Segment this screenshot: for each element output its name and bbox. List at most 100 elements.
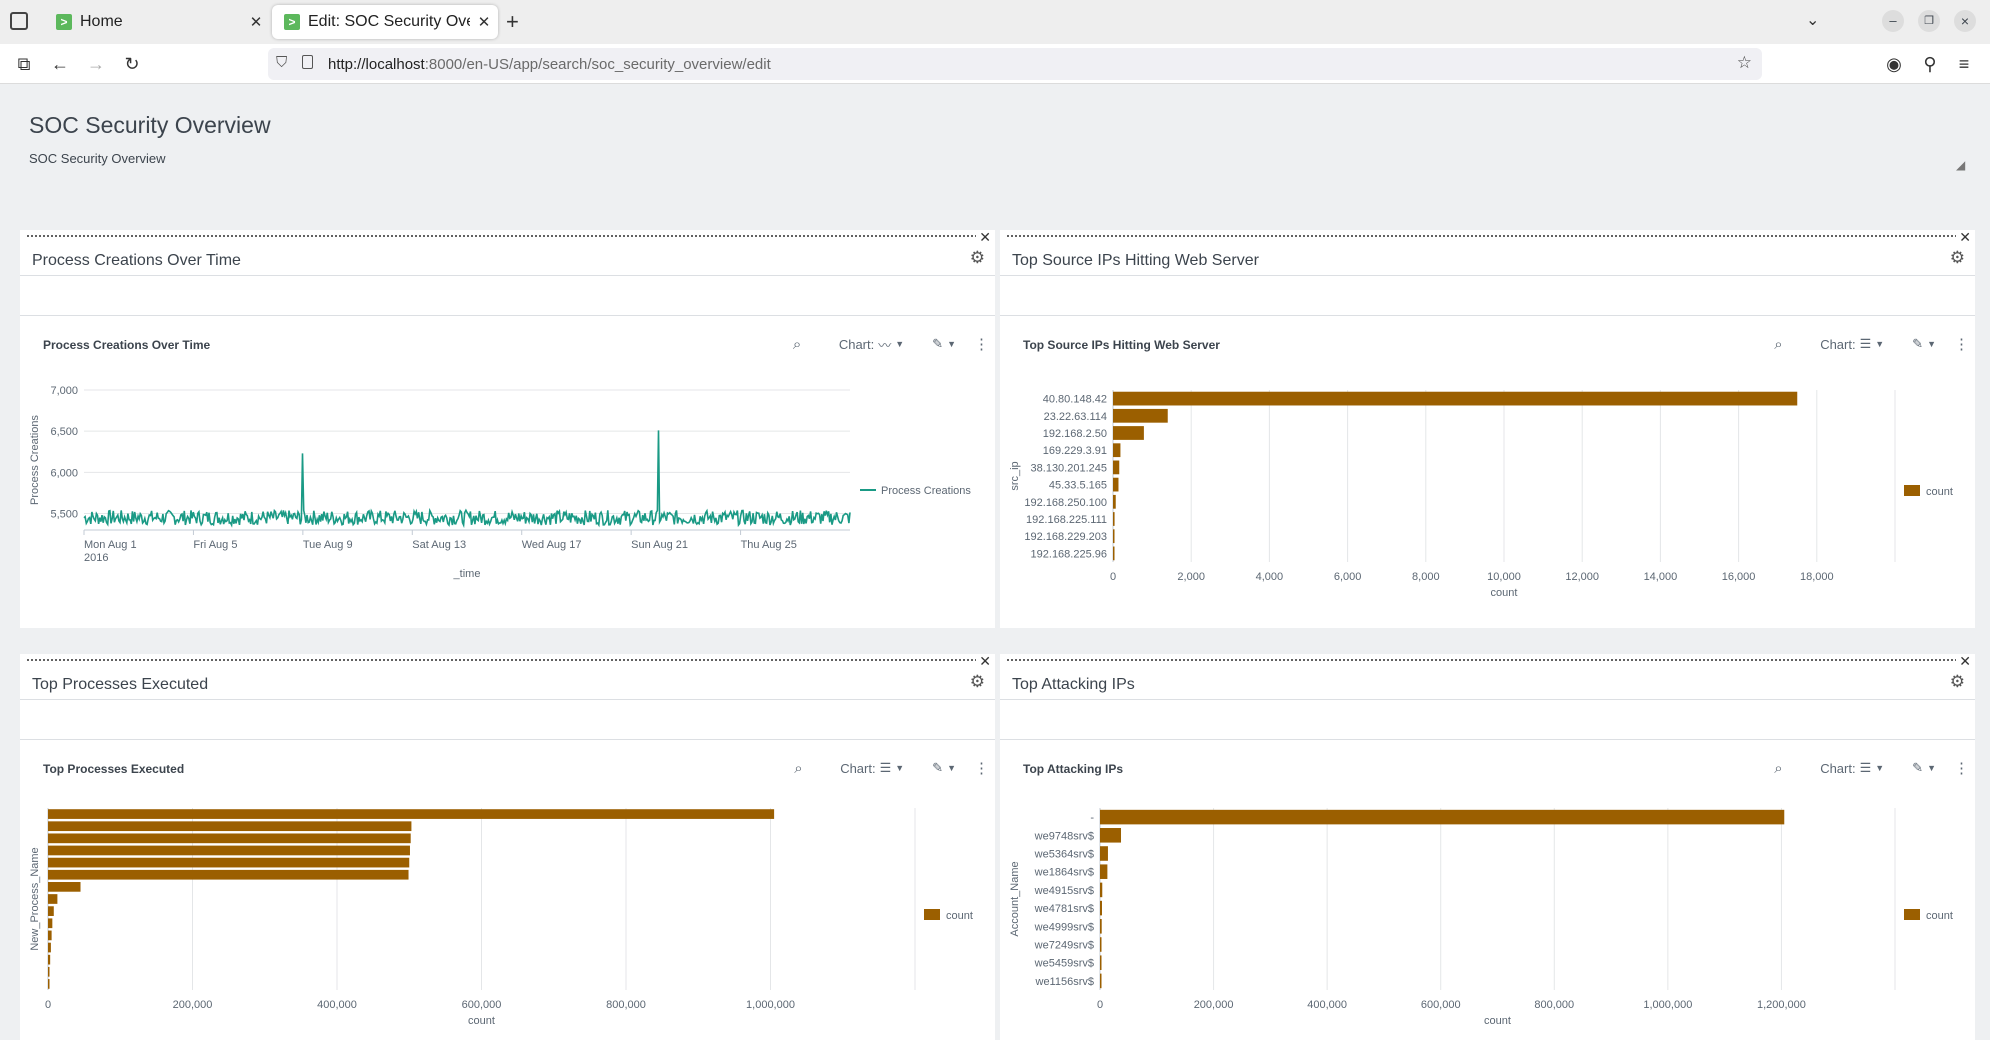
divider [1000,315,1975,316]
url-bar[interactable]: ⛉ http://localhost:8000/en-US/app/search… [268,48,1762,80]
tab-list-icon[interactable] [10,12,28,30]
tab-edit-dashboard[interactable]: > Edit: SOC Security Overvie ✕ [272,5,498,39]
bar-chart-icon[interactable]: ☰ [1859,336,1872,351]
close-panel-icon[interactable]: ✕ [979,653,991,669]
menu-icon[interactable]: ≡ [1958,54,1970,74]
forward-arrow-icon[interactable]: → [87,54,105,74]
shield-icon[interactable]: ⛉ [276,54,288,71]
bar [48,966,50,977]
splunk-favicon-icon: > [56,14,72,30]
y-axis-label: Account_Name [1009,861,1021,936]
x-tick-label: Wed Aug 17 [522,539,582,551]
search-icon[interactable]: ⌕ [1774,335,1783,353]
reload-icon[interactable]: ↻ [124,54,140,74]
search-icon[interactable]: ⌕ [794,759,803,777]
tab-title: Edit: SOC Security Overvie [308,13,470,30]
close-panel-icon[interactable]: ✕ [1959,653,1971,669]
more-vertical-icon[interactable]: ⋮ [974,336,989,353]
y-tick-label: 6,500 [50,426,78,438]
bar [1113,546,1115,561]
resize-grip-icon[interactable]: ◢ [1956,158,1966,172]
legend-label: Process Creations [881,485,971,497]
x-axis-label: _time [453,568,481,580]
bar [1113,477,1119,492]
chevron-down-icon[interactable]: ▼ [1875,339,1885,349]
chart-type-label[interactable]: Chart: [1820,336,1856,352]
x-axis-label: count [1484,1015,1511,1027]
chevron-down-icon[interactable]: ▼ [1875,763,1885,773]
chevron-down-icon[interactable]: ▼ [1927,339,1936,349]
chevron-down-icon[interactable]: ▼ [1927,763,1936,773]
panel-title: Top Source IPs Hitting Web Server [1012,252,1259,269]
x-tick-label: 200,000 [1194,999,1234,1011]
bar [1100,864,1108,879]
bar [1113,512,1115,526]
search-icon[interactable]: ⌕ [1774,759,1783,777]
bar [1113,426,1144,440]
list-tabs-chevron-icon[interactable]: ⌄ [1806,12,1820,29]
chart-type-label[interactable]: Chart: [1820,760,1856,776]
x-tick-label: 600,000 [462,999,502,1011]
chevron-down-icon[interactable]: ▼ [895,763,905,773]
brush-icon[interactable]: ✎ [1912,760,1924,775]
drag-handle[interactable] [26,234,976,239]
x-tick-label: Thu Aug 25 [741,539,797,551]
bar [48,857,410,868]
bar-chart-icon[interactable]: ☰ [879,760,892,775]
minimize-button[interactable]: – [1882,10,1904,32]
chart-type-label[interactable]: Chart: [838,336,875,352]
chevron-down-icon[interactable]: ▼ [895,339,905,349]
x-tick-label: 16,000 [1722,571,1756,583]
bar [1113,494,1116,509]
close-tab-icon[interactable]: ✕ [477,14,491,31]
gear-icon[interactable]: ⚙ [1949,248,1965,267]
gear-icon[interactable]: ⚙ [969,248,985,267]
y-axis-label: Process Creations [29,415,41,505]
splunk-favicon-icon: > [284,14,300,30]
brush-icon[interactable]: ✎ [932,336,944,351]
account-icon[interactable]: ◉ [1886,54,1902,74]
x-tick-label: 400,000 [317,999,357,1011]
back-arrow-icon[interactable]: ← [51,54,69,74]
x-tick-label: 800,000 [606,999,646,1011]
chevron-down-icon[interactable]: ▼ [947,763,956,773]
sidebar-icon[interactable]: ⧉ [17,54,31,74]
y-axis-label: src_ip [1009,461,1021,490]
new-tab-button[interactable]: + [506,9,519,34]
y-tick-label: we1864srv$ [1034,867,1094,879]
x-tick-label: 0 [45,999,51,1011]
close-window-button[interactable]: × [1954,10,1976,32]
bar-chart-icon[interactable]: ☰ [1859,760,1872,775]
viz-toolbar: ⌕ Chart: ☰ ▼ ✎ ▼ ⋮ [1774,758,1969,778]
drag-handle[interactable] [26,658,976,663]
more-vertical-icon[interactable]: ⋮ [1954,760,1969,777]
close-tab-icon[interactable]: ✕ [249,14,263,31]
drag-handle[interactable] [1006,658,1956,663]
chart-type-label[interactable]: Chart: [840,760,876,776]
close-panel-icon[interactable]: ✕ [979,229,991,245]
brush-icon[interactable]: ✎ [1912,336,1924,351]
bar [1113,529,1115,544]
chevron-down-icon[interactable]: ▼ [947,339,956,349]
bookmark-star-icon[interactable]: ☆ [1736,53,1752,72]
viz-toolbar: ⌕ Chart: ☰ ▼ ✎ ▼ ⋮ [1774,334,1969,354]
extensions-icon[interactable]: ⚲ [1923,54,1937,74]
search-icon[interactable]: ⌕ [792,335,802,353]
brush-icon[interactable]: ✎ [932,760,944,775]
tab-home[interactable]: > Home ✕ [44,5,270,39]
x-tick-label: Sat Aug 13 [412,539,466,551]
close-panel-icon[interactable]: ✕ [1959,229,1971,245]
more-vertical-icon[interactable]: ⋮ [1954,336,1969,353]
drag-handle[interactable] [1006,234,1956,239]
panel-title: Top Processes Executed [32,676,209,693]
x-axis-label: count [1491,587,1518,599]
line-chart-icon[interactable]: 〰 [878,337,892,353]
bar [1113,443,1121,458]
gear-icon[interactable]: ⚙ [969,672,985,691]
bar [1100,809,1785,825]
restore-button[interactable]: ❐ [1918,10,1940,32]
more-vertical-icon[interactable]: ⋮ [974,760,989,777]
gear-icon[interactable]: ⚙ [1949,672,1965,691]
bar [48,954,51,965]
